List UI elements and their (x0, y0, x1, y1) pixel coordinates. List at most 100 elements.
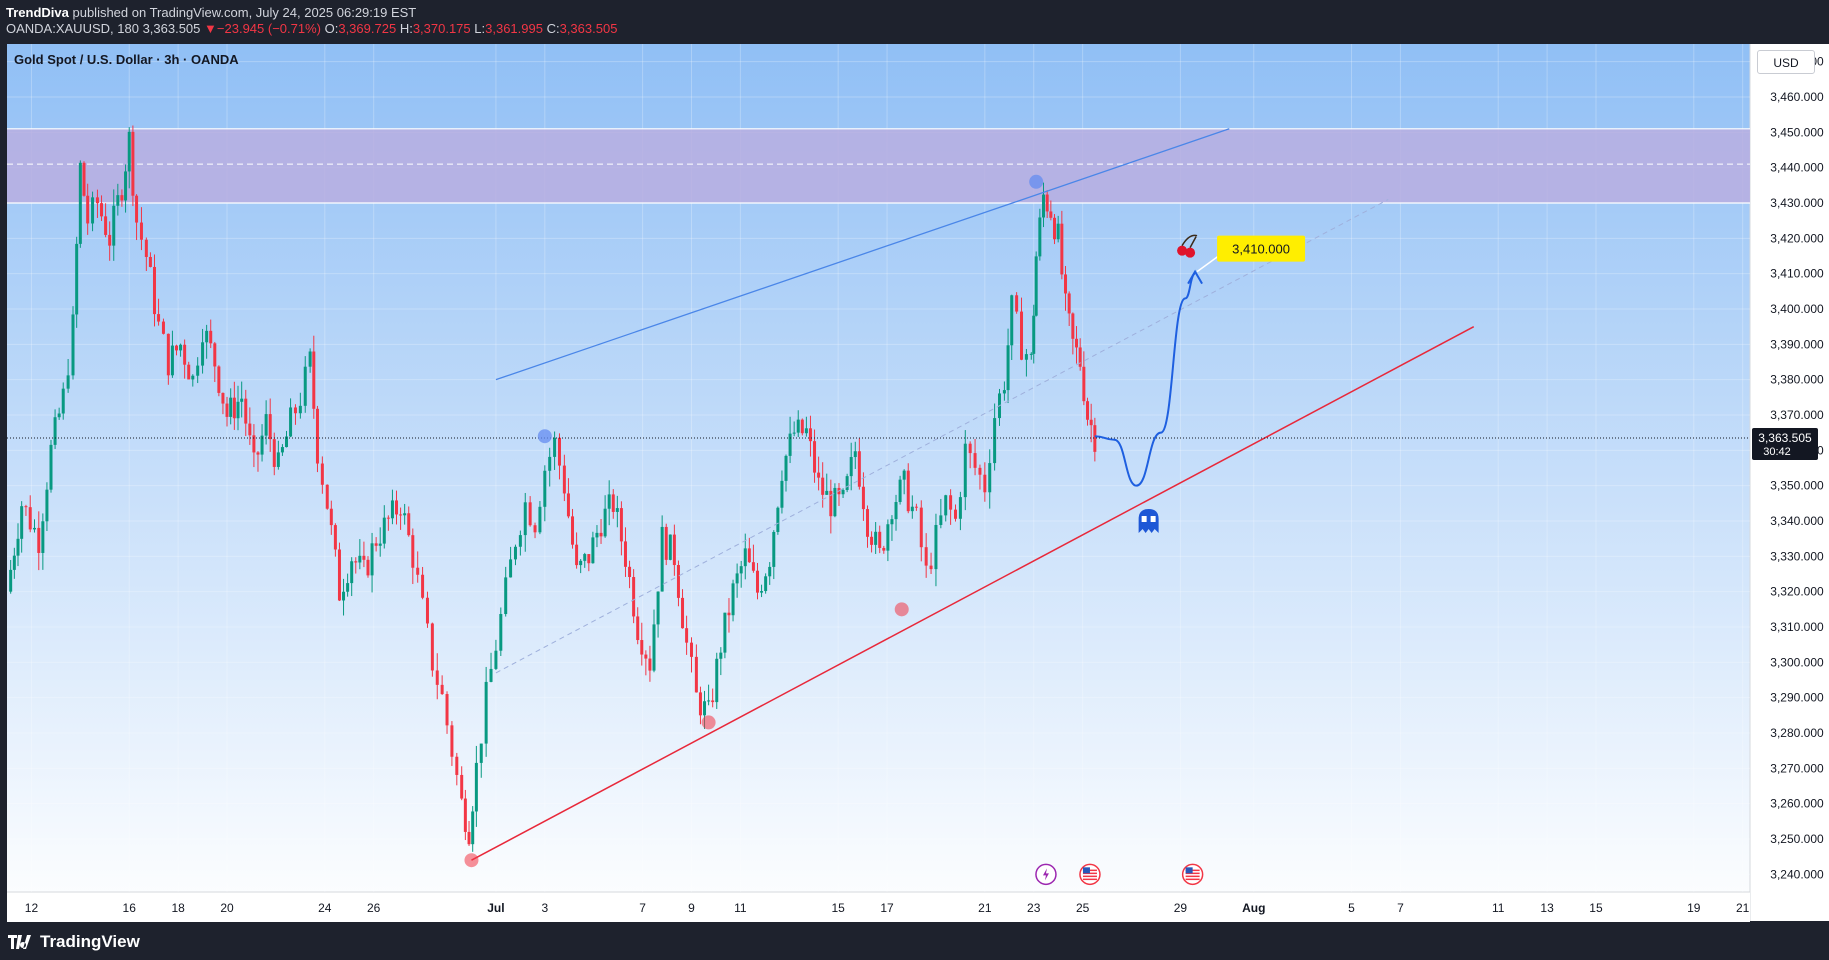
lightning-glyph (1042, 868, 1049, 881)
chart-title: Gold Spot / U.S. Dollar · 3h · OANDA (14, 52, 239, 67)
candle-body (298, 405, 302, 414)
candle-body (337, 549, 341, 601)
candle-body (784, 455, 788, 481)
candle-body (28, 507, 32, 530)
price-tick-label: 3,330.000 (1770, 549, 1824, 563)
price-tick-label: 3,250.000 (1770, 832, 1824, 846)
candle-body (108, 234, 112, 246)
candle-body (599, 532, 603, 537)
candle-body (557, 437, 561, 466)
target-label-text: 3,410.000 (1232, 242, 1290, 257)
candle-body (954, 509, 958, 519)
candle-body (719, 652, 723, 659)
close-value: 3,363.505 (559, 21, 618, 36)
candle-body (934, 524, 938, 570)
candle-body (579, 560, 583, 566)
candle-body (660, 526, 664, 592)
candle-body (86, 195, 90, 224)
candle-body (711, 700, 715, 703)
candle-body (571, 516, 575, 545)
candle-body (882, 547, 886, 551)
time-tick-label: 5 (1348, 901, 1355, 915)
candle-body (213, 343, 217, 367)
candle-body (135, 195, 139, 223)
mid-channel-line (495, 199, 1389, 674)
candle-body (191, 375, 195, 380)
time-tick-label: 21 (1736, 901, 1750, 915)
price-tick-label: 3,300.000 (1770, 655, 1824, 669)
tradingview-logo-icon (8, 935, 31, 949)
candle-body (320, 463, 324, 485)
candle-body (33, 527, 37, 530)
time-axis[interactable]: 12 16 18 20 24 26 Jul 3 7 9 11 15 17 21 23 25 29 Aug 5 7 11 1… (25, 901, 1750, 915)
candle-body (694, 656, 698, 693)
candle-body (611, 494, 615, 512)
chart-area[interactable]: 3,410.000 3,240.000 3,250.000 3,260.000 3,2… (7, 44, 1829, 922)
time-tick-label: 9 (688, 901, 695, 915)
time-tick-label: 12 (25, 901, 39, 915)
price-tick-label: 3,460.000 (1770, 90, 1824, 104)
ghost-icon (1138, 509, 1159, 533)
candle-body (166, 333, 170, 376)
candle-body (325, 484, 329, 509)
candle-body (116, 195, 120, 206)
ghost-eye-left (1141, 516, 1147, 522)
candle-body (1060, 223, 1064, 275)
candle-body (910, 506, 914, 512)
publish-header: TrendDiva published on TradingView.com, … (0, 0, 1829, 44)
price-tick-label: 3,450.000 (1770, 125, 1824, 139)
candle-body (1006, 345, 1010, 391)
candle-body (494, 650, 498, 669)
candle-body (71, 314, 75, 376)
candle-body (127, 131, 131, 172)
candle-body (821, 477, 825, 495)
candle-body (489, 668, 493, 682)
candle-body (161, 321, 165, 334)
candle-body (75, 243, 79, 315)
candle-body (435, 670, 439, 685)
candle-body (768, 566, 772, 577)
candle-body (148, 256, 152, 267)
currency-button[interactable]: USD (1757, 50, 1815, 74)
candle-body (993, 418, 997, 464)
candle-body (664, 526, 668, 560)
candle-body (804, 428, 808, 434)
tradingview-logo[interactable]: TradingView (8, 932, 140, 952)
candle-body (523, 502, 527, 536)
price-chart[interactable]: 3,410.000 3,240.0003,250.0003,260.0003,2… (7, 44, 1829, 922)
candle-body (963, 443, 967, 498)
author-name[interactable]: TrendDiva (6, 5, 69, 20)
candle-body (796, 419, 800, 433)
time-tick-label: Jul (487, 901, 504, 915)
candle-body (232, 397, 236, 419)
candle-body (455, 756, 459, 775)
candle-body (1053, 217, 1057, 240)
candle-body (268, 414, 272, 440)
low-value: 3,361.995 (485, 21, 543, 36)
candle-body (829, 490, 833, 517)
candle-body (1049, 211, 1053, 218)
candle-body (668, 534, 672, 560)
candle-body (644, 654, 648, 659)
candle-body (1034, 256, 1038, 316)
candle-body (24, 506, 28, 508)
candle-body (209, 330, 213, 344)
candle-body (421, 574, 425, 598)
candle-body (201, 342, 205, 366)
candle-body (303, 366, 307, 406)
open-label: O: (324, 21, 339, 36)
candle-body (124, 171, 128, 201)
candle-body (1056, 223, 1060, 240)
candle-body (57, 413, 61, 418)
price-axis[interactable]: 3,240.000 3,250.000 3,260.000 3,270.000 3,28… (1752, 55, 1824, 882)
candle-body (1024, 354, 1028, 360)
candle-body (139, 222, 143, 240)
candle-body (764, 576, 768, 592)
candle-body (1042, 194, 1046, 218)
price-tick-label: 3,320.000 (1770, 585, 1824, 599)
candle-body (628, 566, 632, 578)
candle-body (329, 508, 333, 526)
candle-body (533, 525, 537, 533)
candle-body (390, 500, 394, 519)
candle-body (407, 513, 411, 536)
